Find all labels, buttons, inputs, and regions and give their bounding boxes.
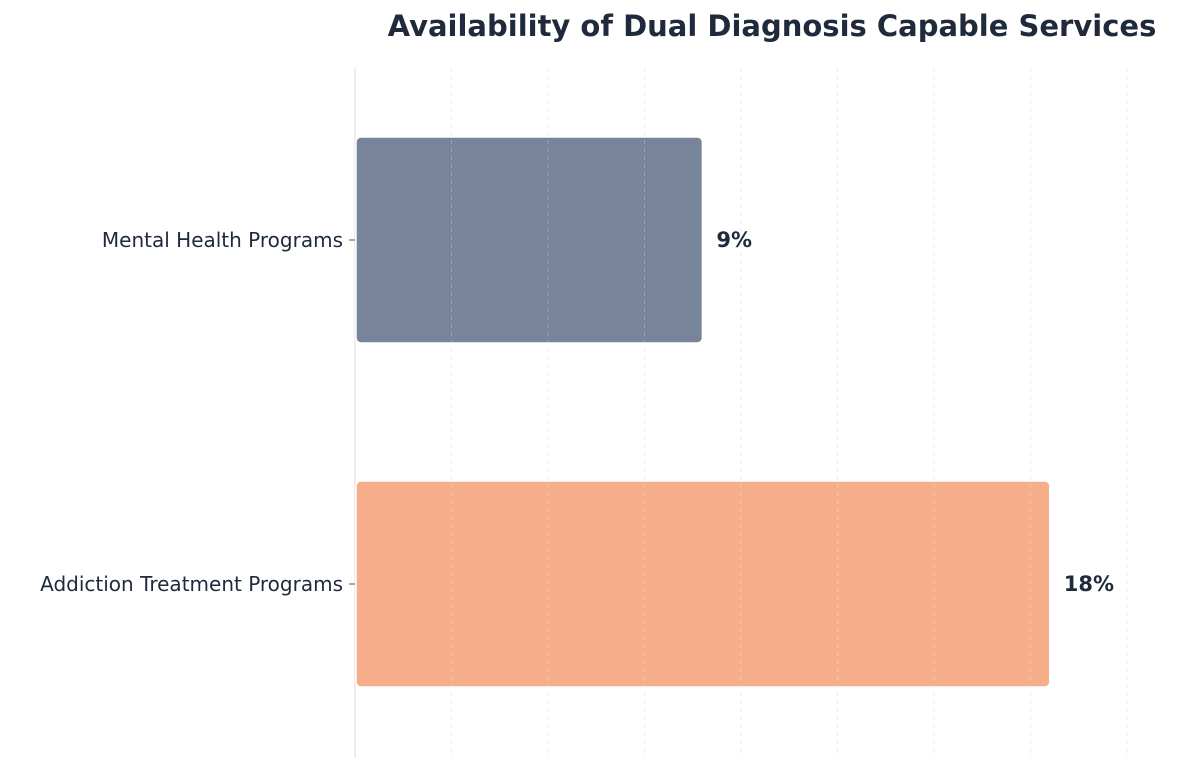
data-label: 9% xyxy=(716,228,752,252)
data-labels: 9% 18% xyxy=(716,228,1114,596)
bars xyxy=(355,136,1051,688)
bar xyxy=(355,480,1051,688)
bar xyxy=(355,136,704,344)
y-tick-label: Addiction Treatment Programs xyxy=(40,572,343,596)
y-tick-label: Mental Health Programs xyxy=(102,228,343,252)
data-label: 18% xyxy=(1064,572,1114,596)
y-axis-ticks: Mental Health Programs Addiction Treatmen… xyxy=(40,228,355,596)
chart-title: Availability of Dual Diagnosis Capable S… xyxy=(388,9,1157,43)
gridlines-overlay xyxy=(451,68,1128,758)
